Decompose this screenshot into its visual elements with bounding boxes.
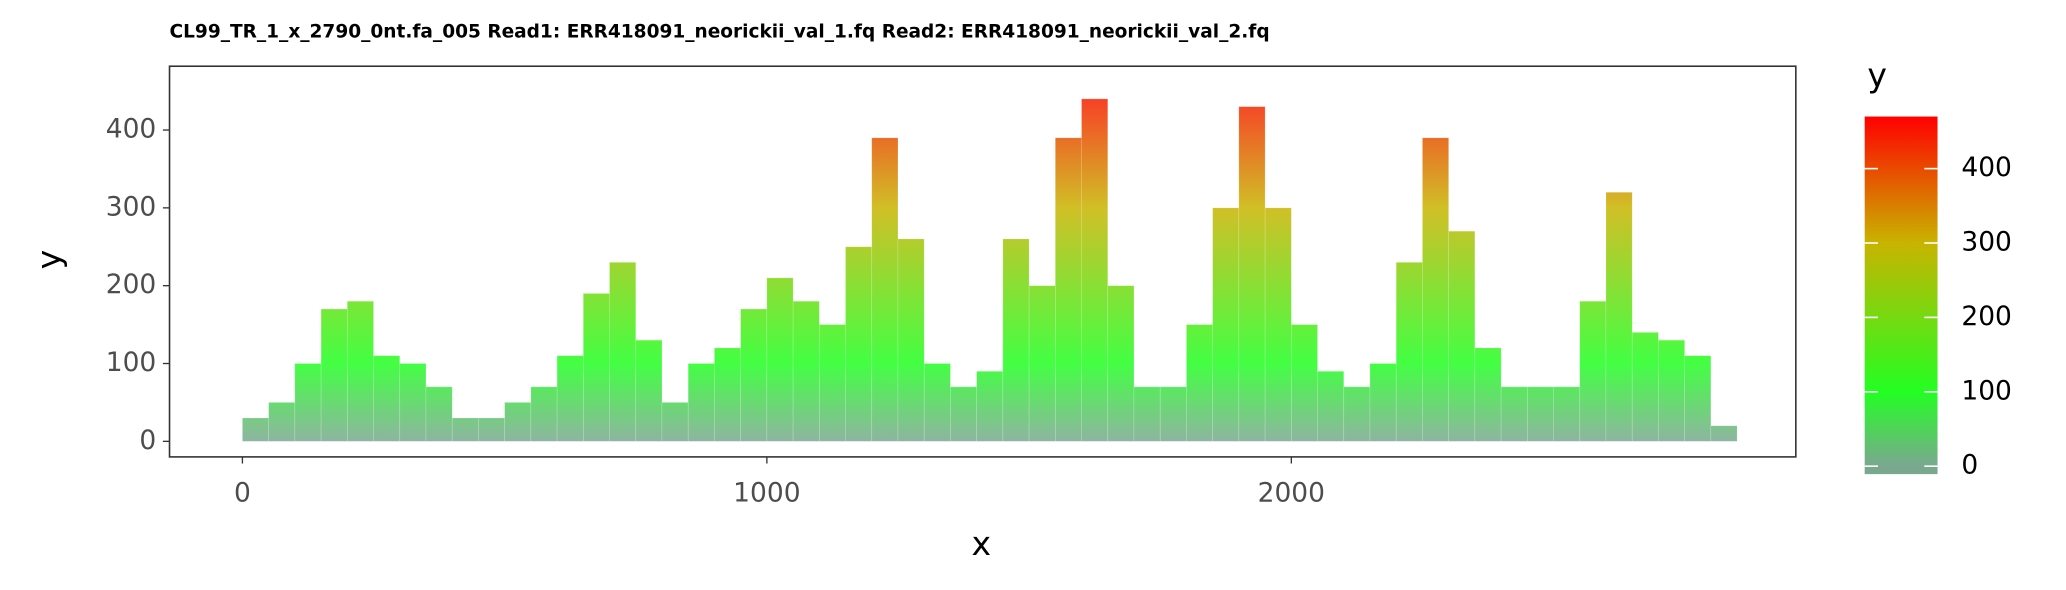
bar: [1422, 137, 1449, 442]
bar: [1290, 324, 1318, 442]
bar: [609, 262, 637, 442]
bar: [1343, 386, 1371, 442]
y-tick-label: 200: [106, 269, 157, 300]
bar: [1395, 262, 1423, 442]
x-tick-label: 0: [234, 477, 251, 508]
bar: [976, 370, 1004, 442]
bar: [373, 355, 401, 442]
bar: [1317, 370, 1345, 442]
bar: [1238, 106, 1266, 442]
bar: [504, 402, 532, 442]
bar: [766, 277, 794, 442]
bar: [792, 300, 820, 442]
bar: [635, 339, 663, 442]
bar: [1500, 386, 1528, 442]
colorbar-tick-label: 400: [1961, 152, 2012, 183]
x-tick-label: 2000: [1258, 477, 1325, 508]
bar: [923, 363, 951, 442]
colorbar-tick-label: 100: [1961, 375, 2012, 406]
bar: [871, 137, 899, 442]
x-tick-label: 1000: [733, 477, 800, 508]
bar: [1369, 363, 1397, 442]
bar: [556, 355, 584, 442]
bar: [897, 238, 925, 442]
y-tick-label: 300: [106, 191, 157, 222]
bar: [818, 324, 846, 442]
y-tick-label: 100: [106, 347, 157, 378]
bar: [320, 308, 348, 442]
bar: [1553, 386, 1581, 442]
bar: [399, 363, 427, 442]
bar: [1658, 339, 1685, 442]
bar: [950, 386, 977, 442]
bar: [714, 347, 741, 442]
y-tick-label: 0: [139, 425, 156, 456]
bar: [1264, 207, 1292, 442]
legend-title: y: [1867, 55, 1887, 94]
bar: [1054, 137, 1082, 442]
bar: [1159, 386, 1187, 442]
bar: [1448, 230, 1476, 442]
chart-title: CL99_TR_1_x_2790_0nt.fa_005 Read1: ERR41…: [170, 21, 1270, 42]
bar: [1212, 207, 1240, 442]
bar: [1710, 425, 1738, 442]
bar: [1107, 285, 1135, 442]
bar: [661, 402, 689, 442]
colorbar-tick-label: 0: [1961, 450, 1978, 481]
bar: [451, 417, 479, 442]
bar: [425, 386, 453, 442]
bar: [1631, 332, 1659, 442]
x-axis-label: x: [972, 524, 992, 563]
bar: [530, 386, 558, 442]
bar: [1474, 347, 1502, 442]
bar: [845, 246, 873, 442]
bar: [242, 417, 269, 442]
bar: [1133, 386, 1161, 442]
bar: [1186, 324, 1213, 442]
bar: [478, 417, 505, 442]
bar: [740, 308, 768, 442]
bar: [1002, 238, 1030, 442]
bar: [294, 363, 322, 442]
bar: [1684, 355, 1712, 442]
bar: [346, 300, 374, 442]
y-tick-label: 400: [106, 114, 157, 145]
bar: [1579, 300, 1607, 442]
colorbar: [1864, 116, 1938, 475]
bar: [582, 293, 610, 442]
bar: [1526, 386, 1554, 442]
bar: [1028, 285, 1056, 442]
bar: [687, 363, 715, 442]
bar: [268, 402, 296, 442]
bar: [1605, 191, 1633, 442]
y-axis-label: y: [29, 250, 68, 270]
colorbar-tick-label: 300: [1961, 227, 2012, 258]
plot-border: [168, 65, 1797, 458]
colorbar-tick-label: 200: [1961, 301, 2012, 332]
bar: [1081, 98, 1109, 442]
